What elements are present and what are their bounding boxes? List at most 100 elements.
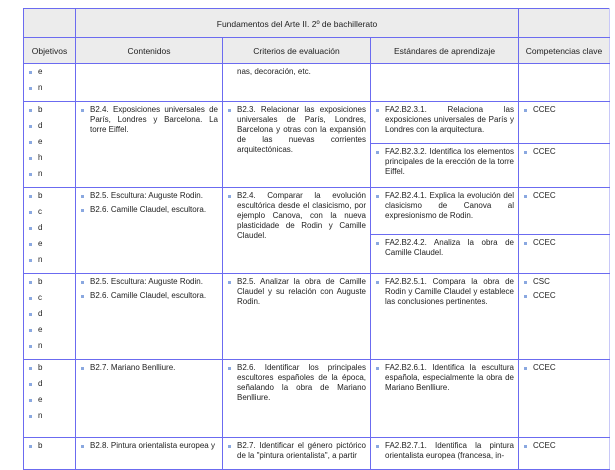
estandar-text: FA2.B2.4.1. Explica la evolución del cla… (375, 191, 514, 221)
header-empty-cell (23, 8, 76, 38)
competencias-cell: CCEC (518, 234, 610, 274)
header-contenidos: Contenidos (75, 37, 223, 64)
estandar-cell: FA2.B2.6.1. Identifica la escultura espa… (370, 359, 519, 438)
table-row: b B2.8. Pintura orientalista europea y B2.… (23, 437, 610, 470)
objetivo-item: d (28, 379, 71, 389)
criterio-cell: B2.3. Relacionar las exposiciones univer… (222, 101, 371, 188)
contenidos-cell: B2.5. Escultura: Auguste Rodin. B2.6. Cam… (75, 187, 223, 274)
estandar-text: FA2.B2.7.1. Identifica la pintura orient… (375, 441, 514, 461)
estandar-cell: FA2.B2.7.1. Identifica la pintura orient… (370, 437, 519, 470)
objetivo-item: h (28, 153, 71, 163)
objetivo-item: b (28, 191, 71, 201)
objetivo-item: e (28, 137, 71, 147)
contenidos-cell: B2.4. Exposiciones universales de París,… (75, 101, 223, 188)
objetivo-item: e (28, 395, 71, 405)
table-title: Fundamentos del Arte II. 2º de bachiller… (75, 8, 519, 38)
contenido-item: B2.6. Camille Claudel, escultora. (80, 205, 218, 215)
competencias-cell: CCEC (518, 101, 610, 144)
estandar-text: FA2.B2.3.2. Identifica los elementos pri… (375, 147, 514, 177)
objetivo-item: b (28, 105, 71, 115)
contenidos-cell: B2.7. Mariano Benlliure. (75, 359, 223, 438)
competencia-item: CCEC (523, 238, 605, 248)
objetivo-item: n (28, 83, 71, 93)
competencias-cell: CCEC (518, 142, 610, 189)
objetivo-item: e (28, 239, 71, 249)
objetivo-item: n (28, 255, 71, 265)
header-empty-cell (518, 8, 610, 38)
objetivo-item: n (28, 169, 71, 179)
table-row: e n nas, decoración, etc. (23, 63, 610, 102)
objetivo-item: n (28, 341, 71, 351)
estandar-text: FA2.B2.4.2. Analiza la obra de Camille C… (375, 238, 514, 258)
objetivo-item: e (28, 325, 71, 335)
estandar-text: FA2.B2.6.1. Identifica la escultura espa… (375, 363, 514, 393)
criterio-text: B2.3. Relacionar las exposiciones univer… (227, 105, 366, 155)
header-estandares: Estándares de aprendizaje (370, 37, 519, 64)
competencia-item: CCEC (523, 147, 605, 157)
header-criterios: Criterios de evaluación (222, 37, 371, 64)
criterio-cell: B2.5. Analizar la obra de Camille Claude… (222, 273, 371, 360)
contenido-item: B2.7. Mariano Benlliure. (80, 363, 218, 373)
competencias-cell (518, 63, 610, 102)
objetivo-item: c (28, 207, 71, 217)
objetivo-item: b (28, 277, 71, 287)
table-row: b d e n B2.7. Mariano Benlliure. B2.6. Identi… (23, 359, 610, 438)
objetivo-item: b (28, 363, 71, 373)
objetivo-item: d (28, 223, 71, 233)
contenido-item: B2.6. Camille Claudel, escultora. (80, 291, 218, 301)
contenido-item: B2.8. Pintura orientalista europea y (80, 441, 218, 451)
objetivos-cell: b (23, 437, 76, 470)
criterio-text: B2.6. Identificar los principales escult… (227, 363, 366, 403)
competencia-item: CCEC (523, 441, 605, 451)
contenido-item: B2.5. Escultura: Auguste Rodin. (80, 277, 218, 287)
estandar-cell (370, 63, 519, 102)
criterio-text: B2.4. Comparar la evolución escultórica … (227, 191, 366, 241)
objetivo-item: n (28, 411, 71, 421)
competencia-item: CCEC (523, 191, 605, 201)
table-row: b c d e n B2.5. Escultura: Auguste Rodin. B2.6… (23, 186, 610, 274)
criterio-cell: nas, decoración, etc. (222, 63, 371, 102)
contenidos-cell (75, 63, 223, 102)
competencias-cell: CCEC (518, 186, 610, 236)
table-row: FA2.B2.4.2. Analiza la obra de Camille C… (24, 234, 610, 274)
objetivo-item: b (28, 441, 71, 451)
criterio-text: B2.5. Analizar la obra de Camille Claude… (227, 277, 366, 307)
table-row: b d e h n B2.4. Exposiciones universales de P… (23, 101, 610, 188)
objetivo-item: e (28, 67, 71, 77)
estandar-text: FA2.B2.5.1. Compara la obra de Rodin y C… (375, 277, 514, 307)
competencias-cell: CCEC (518, 359, 610, 438)
competencias-cell: CSC CCEC (518, 273, 610, 360)
objetivo-item: c (28, 293, 71, 303)
estandar-text: FA2.B2.3.1. Relaciona las exposiciones u… (375, 105, 514, 135)
estandar-cell: FA2.B2.3.2. Identifica los elementos pri… (370, 142, 519, 189)
estandar-cell: FA2.B2.3.1. Relaciona las exposiciones u… (370, 101, 519, 144)
competencia-item: CCEC (523, 291, 605, 301)
criterio-text: nas, decoración, etc. (237, 67, 311, 76)
competencia-item: CCEC (523, 363, 605, 373)
criterio-cell: B2.6. Identificar los principales escult… (222, 359, 371, 438)
estandar-cell: FA2.B2.5.1. Compara la obra de Rodin y C… (370, 273, 519, 360)
objetivo-item: d (28, 121, 71, 131)
competencias-cell: CCEC (518, 437, 610, 470)
criterio-cell: B2.7. Identificar el género pictórico de… (222, 437, 371, 470)
table-row: b c d e n B2.5. Escultura: Auguste Rodin. B2.6… (23, 273, 610, 360)
contenido-item: B2.4. Exposiciones universales de París,… (80, 105, 218, 135)
criterio-text: B2.7. Identificar el género pictórico de… (227, 441, 366, 461)
competencia-item: CCEC (523, 105, 605, 115)
criterio-cell: B2.4. Comparar la evolución escultórica … (222, 187, 371, 274)
header-objetivos: Objetivos (23, 37, 76, 64)
contenido-item: B2.5. Escultura: Auguste Rodin. (80, 191, 218, 201)
estandar-cell: FA2.B2.4.2. Analiza la obra de Camille C… (370, 234, 519, 274)
table-row: FA2.B2.3.2. Identifica los elementos pri… (24, 142, 610, 189)
competencia-item: CSC (523, 277, 605, 287)
contenidos-cell: B2.5. Escultura: Auguste Rodin. B2.6. Cam… (75, 273, 223, 360)
objetivo-item: d (28, 309, 71, 319)
contenidos-cell: B2.8. Pintura orientalista europea y (75, 437, 223, 470)
curriculum-table: Fundamentos del Arte II. 2º de bachiller… (23, 8, 610, 470)
header-competencias: Competencias clave (518, 37, 610, 64)
